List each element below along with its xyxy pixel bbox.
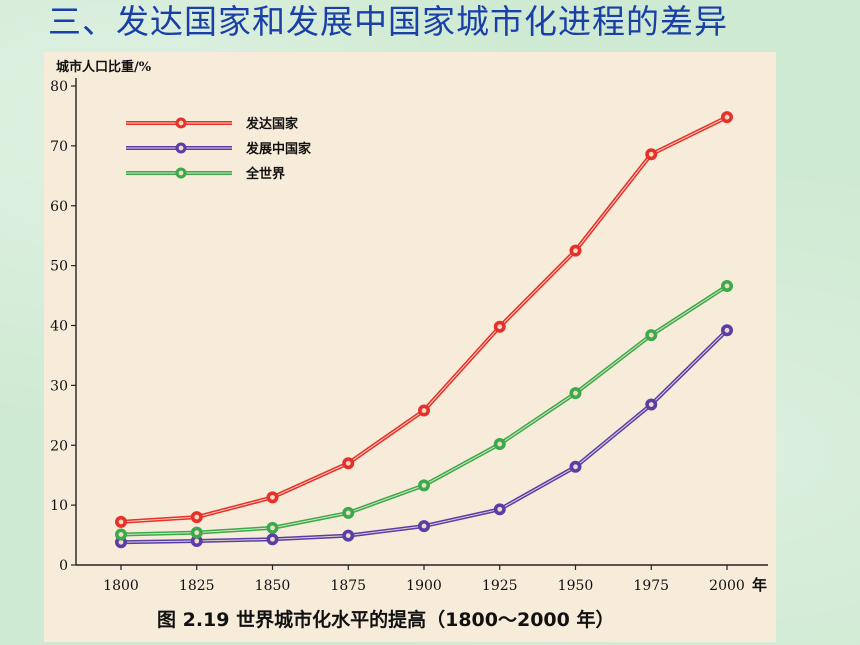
- x-tick-label: 1875: [330, 578, 366, 594]
- data-point-center: [345, 533, 351, 539]
- legend-label: 发展中国家: [245, 141, 312, 157]
- legend-label: 发达国家: [245, 116, 299, 132]
- y-tick-label: 40: [50, 319, 68, 335]
- data-point-center: [497, 441, 503, 447]
- y-axis-label: 城市人口比重/%: [56, 60, 152, 75]
- y-tick-label: 60: [50, 199, 68, 215]
- data-point-center: [270, 525, 275, 531]
- y-tick-label: 10: [50, 498, 68, 514]
- series-line: [120, 115, 728, 524]
- data-point-center: [421, 408, 427, 413]
- data-point-center: [118, 532, 124, 537]
- y-tick-label: 30: [50, 378, 68, 394]
- data-point-center: [724, 114, 730, 120]
- y-tick-label: 80: [50, 79, 68, 95]
- data-point-center: [270, 494, 275, 500]
- data-point-center: [118, 539, 124, 545]
- data-point-center: [194, 538, 200, 544]
- data-point-center: [194, 530, 200, 536]
- figure-caption: 图 2.19 世界城市化水平的提高（1800～2000 年）: [157, 609, 615, 631]
- x-tick-label: 1800: [103, 578, 139, 594]
- legend-marker-center: [178, 145, 184, 151]
- legend-label: 全世界: [245, 166, 285, 182]
- series-line-highlight: [120, 329, 728, 543]
- y-tick-label: 50: [50, 259, 68, 275]
- series-line: [120, 328, 729, 545]
- x-tick-label: 1950: [558, 578, 594, 594]
- x-tick-label: 2000: [709, 578, 745, 594]
- y-tick-label: 0: [59, 558, 68, 574]
- x-tick-label: 1825: [179, 578, 215, 594]
- data-point-center: [573, 390, 578, 396]
- legend-marker-center: [178, 170, 184, 176]
- data-point-center: [421, 523, 427, 529]
- data-point-center: [648, 151, 654, 157]
- data-point-center: [345, 460, 351, 466]
- y-tick-label: 20: [50, 438, 68, 454]
- x-tick-label: 1925: [482, 578, 518, 594]
- data-point-center: [118, 519, 124, 525]
- data-point-center: [724, 283, 730, 289]
- line-chart: 0 10 20 30 40 50 60 70 80 1800 1825 1850 1875 1900 192…: [50, 78, 768, 594]
- chart-panel: 城市人口比重/% 0 10 20 30 40 50 60 70 80 1800 1825 1850 18…: [44, 52, 776, 642]
- data-point-center: [573, 464, 578, 470]
- y-tick-label: 70: [50, 139, 68, 155]
- data-point-center: [194, 514, 200, 520]
- data-point-center: [345, 510, 351, 516]
- data-point-center: [421, 482, 427, 488]
- data-point-center: [573, 248, 578, 254]
- x-tick-label: 1900: [406, 578, 442, 594]
- data-point-center: [497, 506, 503, 512]
- data-point-center: [648, 332, 654, 338]
- legend-marker-center: [178, 120, 184, 126]
- slide-title: 三、发达国家和发展中国家城市化进程的差异: [48, 2, 728, 41]
- data-point-center: [648, 402, 654, 407]
- x-tick-label: 1850: [255, 578, 291, 594]
- x-axis-label: 年: [752, 576, 767, 594]
- x-tick-label: 1975: [633, 578, 669, 594]
- data-point-center: [270, 536, 275, 542]
- series-line-highlight: [120, 116, 728, 523]
- data-point-center: [724, 327, 730, 333]
- data-point-center: [497, 324, 503, 330]
